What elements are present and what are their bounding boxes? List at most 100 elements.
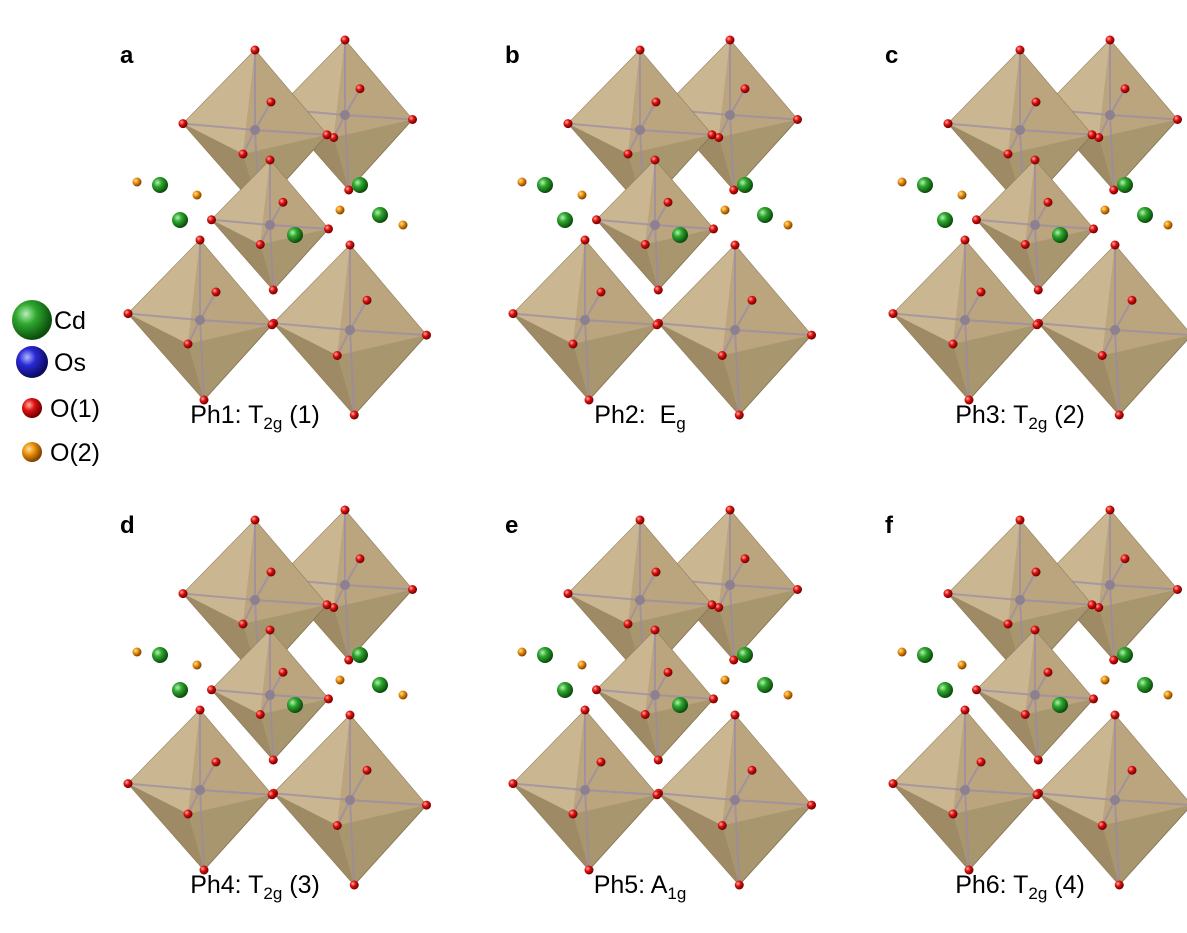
o1-atom	[664, 198, 673, 207]
o2-atom	[399, 221, 408, 230]
octahedron-face	[513, 240, 585, 344]
o2-atom	[1101, 676, 1110, 685]
o1-atom	[726, 506, 735, 515]
o1-atom	[267, 568, 276, 577]
o1-atom	[341, 506, 350, 515]
o1-atom	[651, 626, 660, 635]
o2-atom	[958, 191, 967, 200]
o1-atom	[592, 215, 601, 224]
cd-atom	[372, 677, 388, 693]
o1-atom	[793, 115, 802, 124]
os-atom	[250, 595, 260, 605]
os-atom	[725, 110, 735, 120]
panel-label: e	[505, 512, 518, 539]
cd-atom	[537, 177, 553, 193]
o1-atom	[949, 340, 958, 349]
legend-sphere	[12, 300, 52, 340]
o1-atom	[735, 881, 744, 890]
o1-atom	[1032, 98, 1041, 107]
caption-tail: (3)	[282, 871, 320, 899]
cd-atom	[352, 647, 368, 663]
o1-atom	[581, 236, 590, 245]
o1-atom	[268, 320, 277, 329]
cd-atom	[537, 647, 553, 663]
o1-atom	[344, 656, 353, 665]
cd-atom	[1052, 697, 1068, 713]
o1-atom	[1106, 506, 1115, 515]
o1-atom	[977, 758, 986, 767]
o1-atom	[1106, 36, 1115, 45]
os-atom	[960, 315, 970, 325]
cd-atom	[172, 212, 188, 228]
o1-atom	[1089, 224, 1098, 233]
o2-atom	[133, 178, 142, 187]
o1-atom	[184, 340, 193, 349]
o1-atom	[748, 296, 757, 305]
cd-atom	[287, 227, 303, 243]
o1-atom	[961, 236, 970, 245]
o1-atom	[1111, 241, 1120, 250]
o1-atom	[1032, 568, 1041, 577]
o2-atom	[1101, 206, 1110, 215]
o1-atom	[356, 84, 365, 93]
o1-atom	[1098, 351, 1107, 360]
o1-atom	[977, 288, 986, 297]
legend-label: O(1)	[50, 395, 100, 423]
cd-atom	[152, 177, 168, 193]
o1-atom	[239, 620, 248, 629]
o1-atom	[889, 309, 898, 318]
os-atom	[1105, 580, 1115, 590]
o1-atom	[323, 130, 332, 139]
o1-atom	[972, 685, 981, 694]
o1-atom	[1034, 286, 1043, 295]
o1-atom	[266, 156, 275, 165]
o2-atom	[1164, 221, 1173, 230]
o1-atom	[944, 119, 953, 128]
o1-atom	[1121, 84, 1130, 93]
o2-atom	[578, 661, 587, 670]
os-atom	[730, 325, 740, 335]
o1-atom	[212, 758, 221, 767]
o1-atom	[708, 130, 717, 139]
caption-sub: 1g	[667, 884, 686, 903]
o1-atom	[592, 685, 601, 694]
o1-atom	[1173, 115, 1182, 124]
o2-atom	[518, 178, 527, 187]
crystal-structure	[889, 506, 1187, 890]
caption-main: Ph2: E	[594, 401, 676, 429]
o1-atom	[1128, 766, 1137, 775]
o1-atom	[1109, 186, 1118, 195]
caption-main: Ph3: T	[955, 401, 1028, 429]
o1-atom	[1044, 668, 1053, 677]
octahedron-face	[183, 50, 255, 154]
o1-atom	[267, 98, 276, 107]
panel-caption: Ph6: T2g (4)	[955, 871, 1085, 903]
o1-atom	[251, 46, 260, 55]
o1-atom	[636, 516, 645, 525]
cd-atom	[172, 682, 188, 698]
o1-atom	[1173, 585, 1182, 594]
o1-atom	[124, 779, 133, 788]
o1-atom	[179, 119, 188, 128]
o1-atom	[652, 98, 661, 107]
o1-atom	[1089, 694, 1098, 703]
legend-sphere	[22, 442, 42, 462]
octahedron-face	[128, 240, 200, 344]
o1-atom	[1031, 626, 1040, 635]
caption-tail: (4)	[1047, 871, 1085, 899]
o1-atom	[509, 779, 518, 788]
os-atom	[650, 690, 660, 700]
os-atom	[250, 125, 260, 135]
o1-atom	[731, 711, 740, 720]
caption-sub: 2g	[263, 414, 282, 433]
o1-atom	[624, 620, 633, 629]
o1-atom	[1128, 296, 1137, 305]
os-atom	[1015, 595, 1025, 605]
panel-label: c	[885, 42, 898, 69]
caption-sub: 2g	[1028, 414, 1047, 433]
o1-atom	[207, 685, 216, 694]
os-atom	[340, 580, 350, 590]
os-atom	[730, 795, 740, 805]
cd-atom	[937, 682, 953, 698]
os-atom	[580, 785, 590, 795]
